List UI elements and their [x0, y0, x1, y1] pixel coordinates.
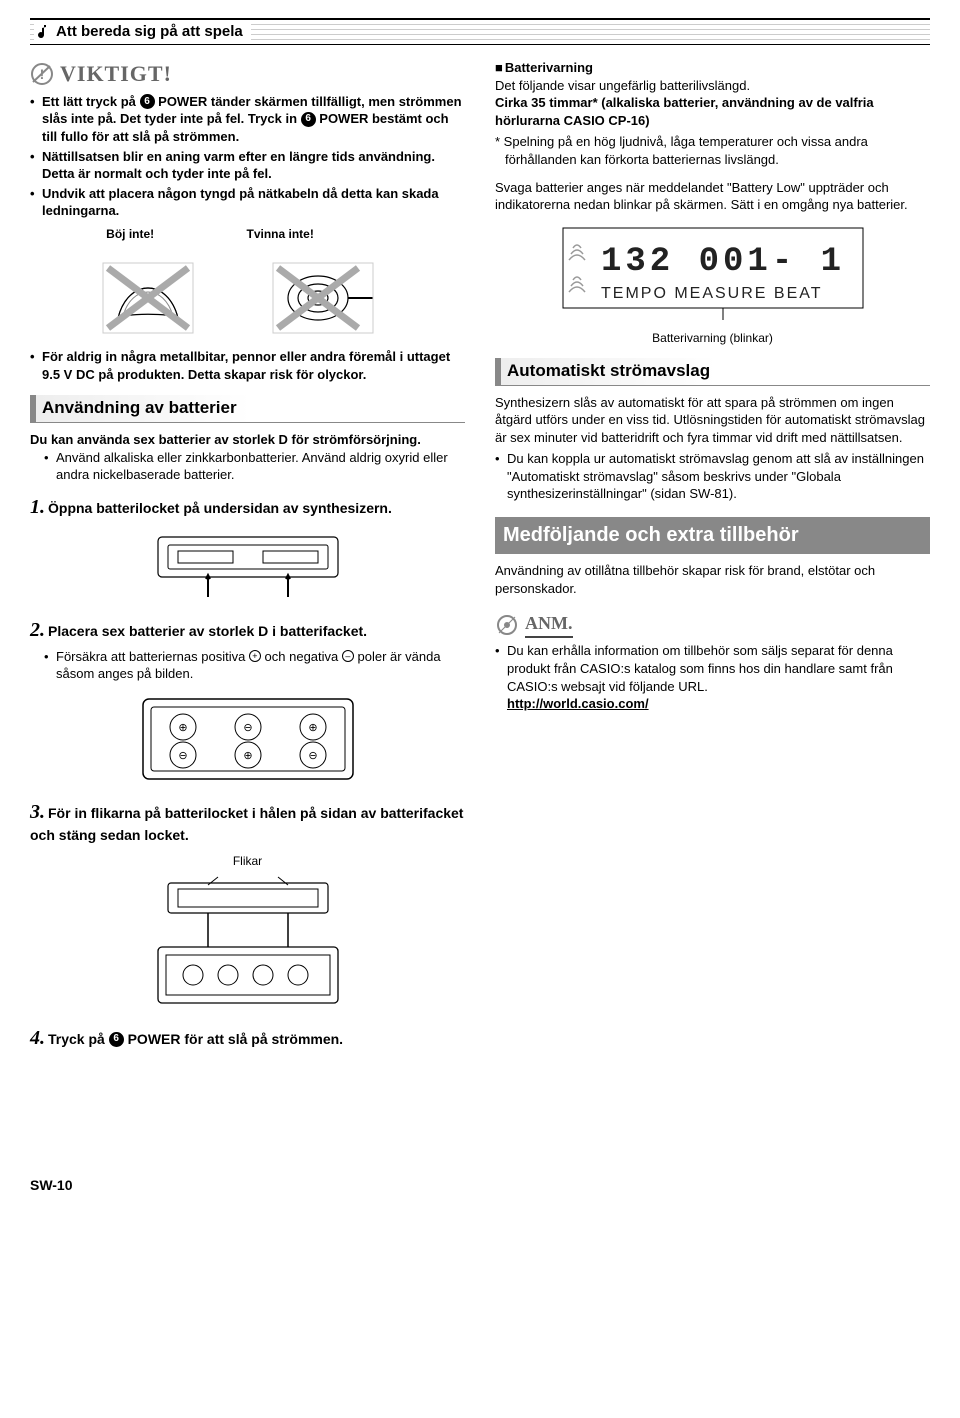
important-bullet-1: Ett lätt tryck på 6 POWER tänder skärmen… [30, 93, 465, 146]
step-3: 3.För in flikarna på batterilocket i hål… [30, 799, 465, 845]
note-callout: ANM. [495, 611, 930, 638]
battery-cover-tabs-figure [30, 875, 465, 1015]
battery-polarity-figure: ⊕ ⊖ ⊕ ⊖ ⊕ ⊖ [30, 689, 465, 789]
music-note-icon [34, 23, 50, 41]
dont-twist-label: Tvinna inte! [246, 226, 313, 242]
accessories-para: Användning av otillåtna tillbehör skapar… [495, 562, 930, 597]
svg-text:132 001- 1: 132 001- 1 [601, 243, 845, 281]
page-title: Att bereda sig på att spela [56, 22, 243, 42]
battery-warning-para: Svaga batterier anges när meddelandet "B… [495, 179, 930, 214]
plus-icon: + [249, 650, 261, 662]
step-2-sub: Försäkra att batteriernas positiva + och… [44, 648, 465, 683]
minus-icon: – [342, 650, 354, 662]
left-column: ! VIKTIGT! Ett lätt tryck på 6 POWER tän… [30, 59, 465, 1056]
auto-off-bullet: Du kan koppla ur automatiskt strömavslag… [495, 450, 930, 503]
svg-text:⊕: ⊕ [308, 722, 317, 734]
battery-cover-figure [30, 527, 465, 607]
battery-warning-l2: Cirka 35 timmar* (alkaliska batterier, a… [495, 94, 930, 129]
step-2: 2.Placera sex batterier av storlek D i b… [30, 617, 465, 644]
battery-note: Använd alkaliska eller zinkkarbonbatteri… [44, 449, 465, 484]
svg-text:⊕: ⊕ [178, 722, 187, 734]
svg-text:⊖: ⊖ [178, 750, 187, 762]
auto-off-para: Synthesizern slås av automatiskt för att… [495, 394, 930, 447]
tabs-label: Flikar [30, 853, 465, 869]
cable-warning-figure [30, 248, 465, 338]
page-header: Att bereda sig på att spela [30, 18, 930, 45]
step-4: 4.Tryck på 6 POWER för att slå på strömm… [30, 1025, 465, 1052]
casio-url-link[interactable]: http://world.casio.com/ [507, 696, 649, 711]
important-bullet-4: För aldrig in några metallbitar, pennor … [30, 348, 465, 383]
important-bullet-2: Nättillsatsen blir en aning varm efter e… [30, 148, 465, 183]
battery-asterisk-note: * Spelning på en hög ljudnivå, låga temp… [495, 133, 930, 168]
battery-intro: Du kan använda sex batterier av storlek … [30, 431, 465, 449]
step-1: 1.Öppna batterilocket på undersidan av s… [30, 494, 465, 521]
svg-text:⊖: ⊖ [308, 750, 317, 762]
power-button-ref-icon: 6 [109, 1032, 124, 1047]
lcd-caption: Batterivarning (blinkar) [495, 330, 930, 346]
right-column: ■Batterivarning Det följande visar ungef… [495, 59, 930, 1056]
battery-warning-l1: Det följande visar ungefärlig batteriliv… [495, 77, 930, 95]
battery-section-heading: Användning av batterier [30, 395, 465, 423]
note-icon [495, 613, 519, 637]
important-icon: ! [30, 62, 54, 86]
battery-warning-heading: ■Batterivarning [495, 59, 930, 77]
note-label: ANM. [525, 611, 573, 638]
page-number: SW-10 [30, 1176, 930, 1195]
important-callout: ! VIKTIGT! [30, 59, 465, 89]
important-label: VIKTIGT! [60, 59, 172, 89]
power-button-ref-icon: 6 [140, 94, 155, 109]
dont-bend-label: Böj inte! [106, 226, 154, 242]
accessories-note-bullet: Du kan erhålla information om tillbehör … [495, 642, 930, 712]
auto-off-heading: Automatiskt strömavslag [495, 358, 930, 386]
power-button-ref-icon: 6 [301, 112, 316, 127]
lcd-figure: 132 001- 1 TEMPO MEASURE BEAT [495, 220, 930, 320]
important-bullet-3: Undvik att placera någon tyngd på nätkab… [30, 185, 465, 220]
svg-text:TEMPO MEASURE BEAT: TEMPO MEASURE BEAT [601, 285, 823, 302]
svg-text:⊕: ⊕ [243, 750, 252, 762]
svg-text:⊖: ⊖ [243, 722, 252, 734]
accessories-heading: Medföljande och extra tillbehör [495, 517, 930, 554]
